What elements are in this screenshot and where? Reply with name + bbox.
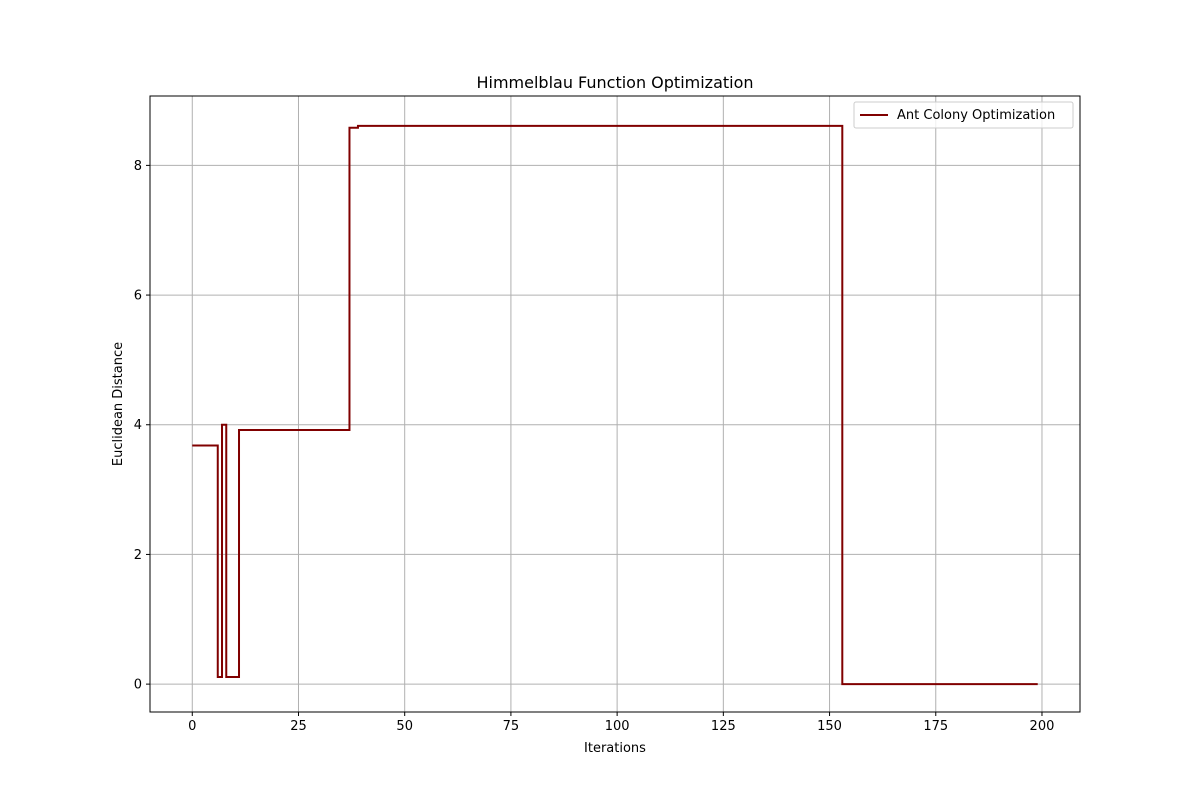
x-tick-label: 0 bbox=[188, 719, 196, 734]
y-axis-label: Euclidean Distance bbox=[111, 342, 126, 466]
x-tick-label: 50 bbox=[396, 719, 413, 734]
x-tick-label: 75 bbox=[503, 719, 520, 734]
tick-layer: 0 25 50 75 100 125 150 175 200 0 2 4 6 8 bbox=[134, 159, 1055, 734]
chart-title: Himmelblau Function Optimization bbox=[476, 73, 753, 92]
y-tick-label: 6 bbox=[134, 289, 142, 304]
x-tick-label: 200 bbox=[1030, 719, 1055, 734]
x-tick-label: 100 bbox=[605, 719, 630, 734]
x-tick-label: 125 bbox=[711, 719, 736, 734]
series-layer bbox=[192, 124, 1038, 686]
x-tick-label: 25 bbox=[290, 719, 307, 734]
y-tick-label: 4 bbox=[134, 418, 142, 433]
y-tick-label: 8 bbox=[134, 159, 142, 174]
grid-layer bbox=[150, 96, 1080, 712]
legend-label: Ant Colony Optimization bbox=[897, 108, 1055, 123]
legend-box bbox=[853, 101, 1074, 129]
y-tick-label: 0 bbox=[134, 678, 142, 693]
legend: Ant Colony Optimization bbox=[853, 101, 1074, 129]
x-tick-label: 150 bbox=[817, 719, 842, 734]
x-tick-label: 175 bbox=[923, 719, 948, 734]
plot-frame bbox=[149, 95, 1081, 713]
x-axis-label: Iterations bbox=[584, 741, 646, 756]
series-line-0 bbox=[192, 124, 1038, 686]
y-tick-label: 2 bbox=[134, 548, 142, 563]
